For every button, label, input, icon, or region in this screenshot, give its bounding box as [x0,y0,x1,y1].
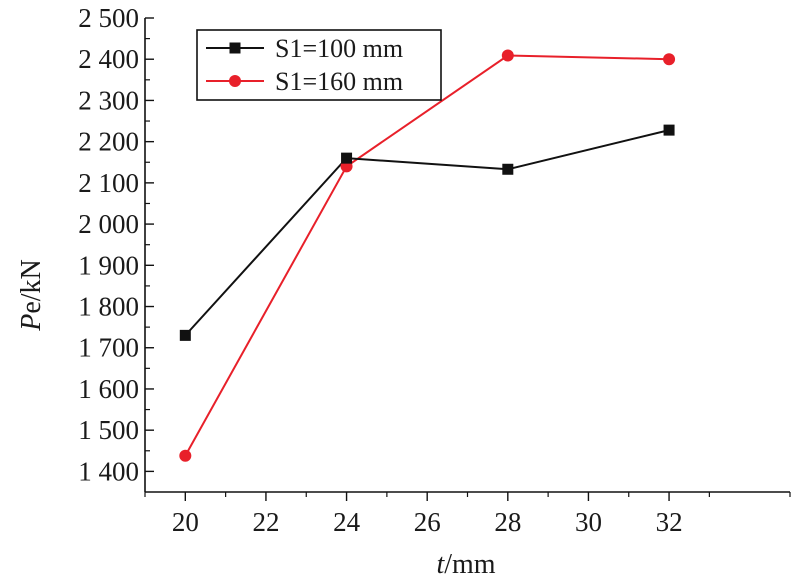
data-point [502,163,514,175]
x-axis-title-rest: /mm [444,549,496,580]
data-point [663,53,676,66]
data-point [179,329,191,341]
y-axis-title-italic: P [16,314,47,332]
legend-marker [229,75,241,87]
x-tick-label: 24 [333,507,361,537]
series-layer [179,49,676,462]
x-axis-title: t/mm [436,549,495,580]
x-axis-title-italic: t [436,549,445,580]
legend: S1=100 mm S1=160 mm [196,29,442,101]
y-tick-label: 1 400 [78,456,139,486]
y-tick-label: 1 700 [78,333,139,363]
y-tick-label: 2 400 [78,44,139,74]
series-line [184,129,670,337]
y-tick-label: 2 000 [78,209,139,239]
legend-label: S1=100 mm [275,34,403,63]
y-tick-label: 1 900 [78,250,139,280]
x-axis-ticks: 20 22 24 26 28 30 32 [144,492,791,537]
y-tick-label: 1 600 [78,374,139,404]
y-tick-label: 2 300 [78,85,139,115]
y-tick-label: 2 200 [78,127,139,157]
legend-marker [229,42,241,54]
x-tick-label: 22 [252,507,279,537]
x-tick-label: 20 [172,507,199,537]
y-axis-title: Pe/kN [16,259,47,332]
y-tick-label: 2 500 [78,3,139,33]
y-tick-label: 2 100 [78,168,139,198]
y-tick-label: 1 800 [78,292,139,322]
x-tick-label: 26 [414,507,441,537]
x-tick-label: 30 [575,507,602,537]
x-tick-label: 28 [494,507,521,537]
x-tick-label: 32 [656,507,683,537]
data-point [341,152,353,164]
y-tick-label: 1 500 [78,415,139,445]
series-line [184,54,670,457]
y-axis-title-rest: e/kN [16,259,47,313]
legend-label: S1=160 mm [275,67,403,96]
data-point [501,49,514,62]
y-axis-ticks: 1 400 1 500 1 600 1 700 1 800 1 900 2 000 2 100… [78,3,154,486]
data-point [179,449,192,462]
legend-box [196,29,442,101]
data-point [663,124,675,136]
